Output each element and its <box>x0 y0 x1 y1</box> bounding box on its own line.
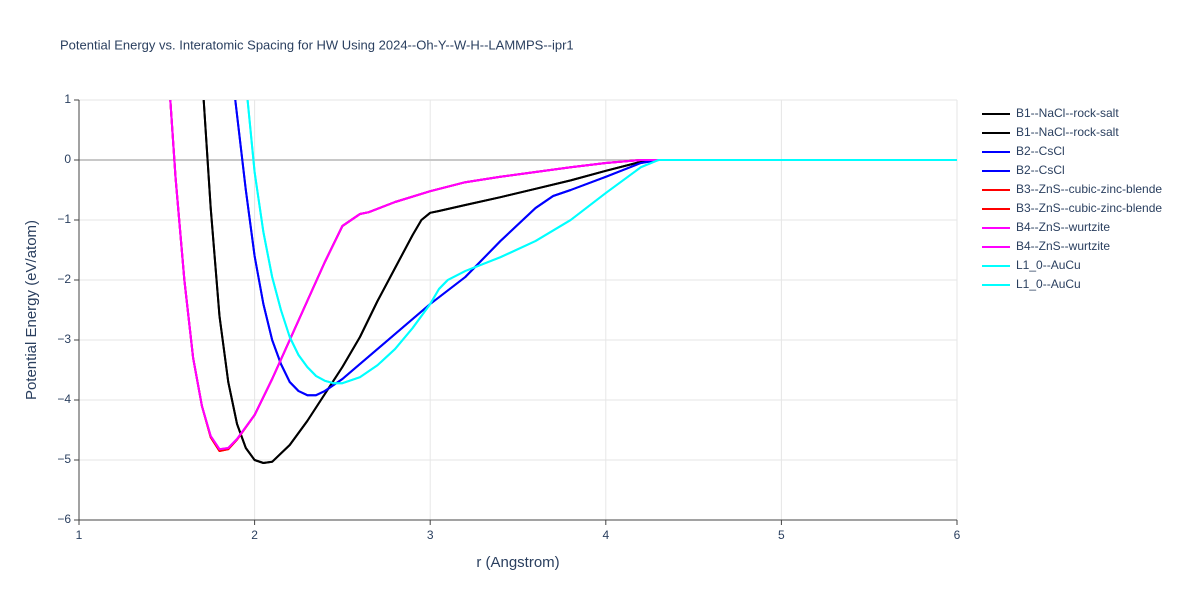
legend-label: B4--ZnS--wurtzite <box>1016 239 1110 253</box>
x-tick-label: 1 <box>76 528 83 542</box>
legend-label: B1--NaCl--rock-salt <box>1016 106 1119 120</box>
chart-title: Potential Energy vs. Interatomic Spacing… <box>60 37 574 52</box>
legend-label: B4--ZnS--wurtzite <box>1016 220 1110 234</box>
x-tick-label: 6 <box>954 528 961 542</box>
y-tick-label: 0 <box>64 152 71 166</box>
plot-area <box>169 100 957 464</box>
y-axis-label: Potential Energy (eV/atom) <box>23 220 40 400</box>
y-tick-label: −1 <box>57 212 71 226</box>
legend-label: B1--NaCl--rock-salt <box>1016 125 1119 139</box>
legend-label: B2--CsCl <box>1016 163 1065 177</box>
series-line <box>234 100 957 397</box>
x-tick-label: 2 <box>251 528 258 542</box>
legend-label: B2--CsCl <box>1016 144 1065 158</box>
x-axis-label: r (Angstrom) <box>476 554 559 571</box>
series-line <box>169 100 957 452</box>
axes: 1 2 3 4 5 6 1 0 −1 −2 −3 −4 −5 −6 <box>57 92 960 542</box>
x-tick-label: 5 <box>778 528 785 542</box>
y-tick-label: −5 <box>57 452 71 466</box>
series-line <box>169 100 957 451</box>
series-line <box>246 100 957 385</box>
series-line <box>202 100 957 464</box>
series-line <box>169 100 957 452</box>
legend-label: L1_0--AuCu <box>1016 258 1081 272</box>
series-line <box>246 100 957 385</box>
x-tick-label: 3 <box>427 528 434 542</box>
series-line <box>169 100 957 451</box>
legend-label: B3--ZnS--cubic-zinc-blende <box>1016 182 1162 196</box>
series-line <box>234 100 957 397</box>
y-tick-label: −6 <box>57 512 71 526</box>
legend: B1--NaCl--rock-salt B1--NaCl--rock-salt B2… <box>982 106 1162 291</box>
y-tick-label: −4 <box>57 392 71 406</box>
y-tick-label: −2 <box>57 272 71 286</box>
y-tick-label: 1 <box>64 92 71 106</box>
legend-label: L1_0--AuCu <box>1016 277 1081 291</box>
x-tick-label: 4 <box>602 528 609 542</box>
grid <box>78 99 958 521</box>
legend-label: B3--ZnS--cubic-zinc-blende <box>1016 201 1162 215</box>
y-tick-label: −3 <box>57 332 71 346</box>
